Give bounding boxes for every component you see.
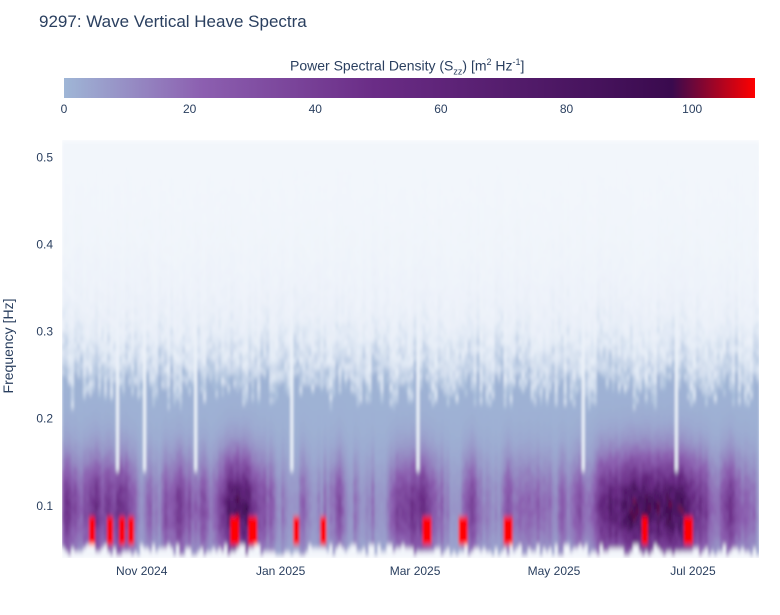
heatmap-cell-group bbox=[62, 140, 760, 559]
heatmap-cells bbox=[62, 140, 760, 559]
